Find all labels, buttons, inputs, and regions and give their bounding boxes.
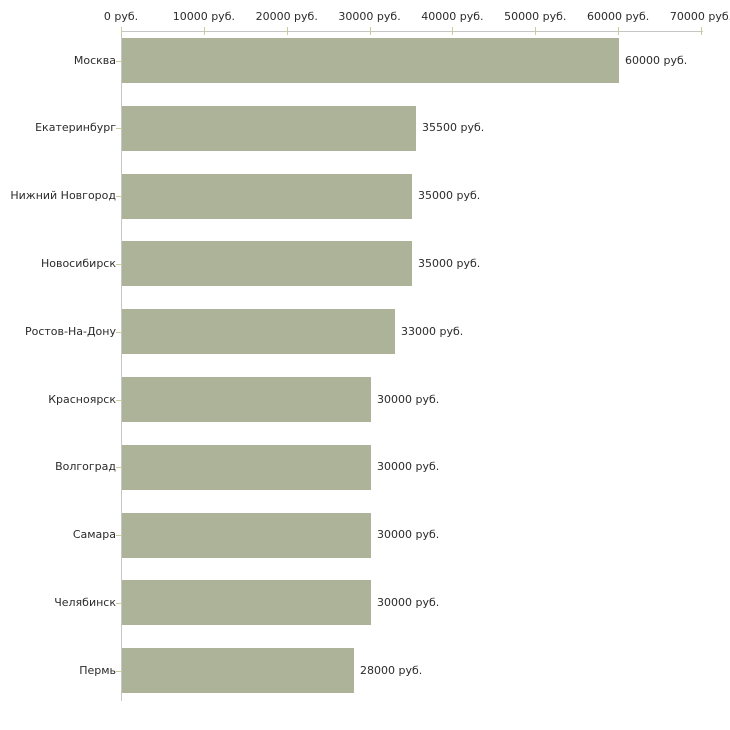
value-label: 28000 руб. (360, 664, 423, 677)
category-tick (116, 467, 121, 468)
category-label: Москва (73, 54, 116, 67)
x-axis-tick-label: 70000 руб. (669, 10, 730, 23)
x-axis-tick (203, 27, 205, 35)
x-axis-tick-label: 20000 руб. (255, 10, 318, 23)
category-label: Новосибирск (40, 257, 116, 270)
x-axis-tick-label: 10000 руб. (172, 10, 235, 23)
category-tick (116, 400, 121, 401)
bar (122, 106, 416, 151)
value-label: 33000 руб. (401, 325, 464, 338)
x-axis-tick (369, 27, 371, 35)
x-axis-tick-label: 30000 руб. (338, 10, 401, 23)
value-label: 35000 руб. (418, 257, 481, 270)
bar (122, 38, 619, 83)
category-label: Екатеринбург (35, 121, 116, 134)
bar (122, 377, 371, 422)
value-label: 60000 руб. (625, 54, 688, 67)
value-label: 30000 руб. (377, 596, 440, 609)
bar (122, 445, 371, 490)
x-axis-tick-label: 50000 руб. (504, 10, 567, 23)
category-label: Нижний Новгород (10, 189, 116, 202)
category-tick (116, 61, 121, 62)
x-axis-tick (121, 27, 122, 35)
bar (122, 309, 395, 354)
value-label: 35500 руб. (422, 121, 485, 134)
value-label: 30000 руб. (377, 528, 440, 541)
bar (122, 580, 371, 625)
category-tick (116, 332, 121, 333)
category-tick (116, 264, 121, 265)
category-tick (116, 128, 121, 129)
category-label: Самара (72, 528, 116, 541)
x-axis-tick (618, 27, 620, 35)
category-tick (116, 603, 121, 604)
category-label: Пермь (79, 664, 116, 677)
x-axis-tick-label: 60000 руб. (587, 10, 650, 23)
bar (122, 513, 371, 558)
x-axis-line (121, 31, 703, 32)
y-axis-line (121, 31, 122, 701)
category-label: Челябинск (54, 596, 116, 609)
x-axis-tick (452, 27, 454, 35)
category-label: Волгоград (55, 460, 116, 473)
x-axis-tick (535, 27, 537, 35)
category-tick (116, 196, 121, 197)
bar (122, 174, 412, 219)
value-label: 30000 руб. (377, 393, 440, 406)
value-label: 35000 руб. (418, 189, 481, 202)
value-label: 30000 руб. (377, 460, 440, 473)
x-axis-tick (701, 27, 702, 35)
category-tick (116, 671, 121, 672)
x-axis-tick-label: 0 руб. (103, 10, 139, 23)
category-tick (116, 535, 121, 536)
x-axis-tick (286, 27, 288, 35)
category-label: Ростов-На-Дону (24, 325, 116, 338)
x-axis-tick-label: 40000 руб. (421, 10, 484, 23)
bar (122, 648, 354, 693)
category-label: Красноярск (48, 393, 116, 406)
bar (122, 241, 412, 286)
